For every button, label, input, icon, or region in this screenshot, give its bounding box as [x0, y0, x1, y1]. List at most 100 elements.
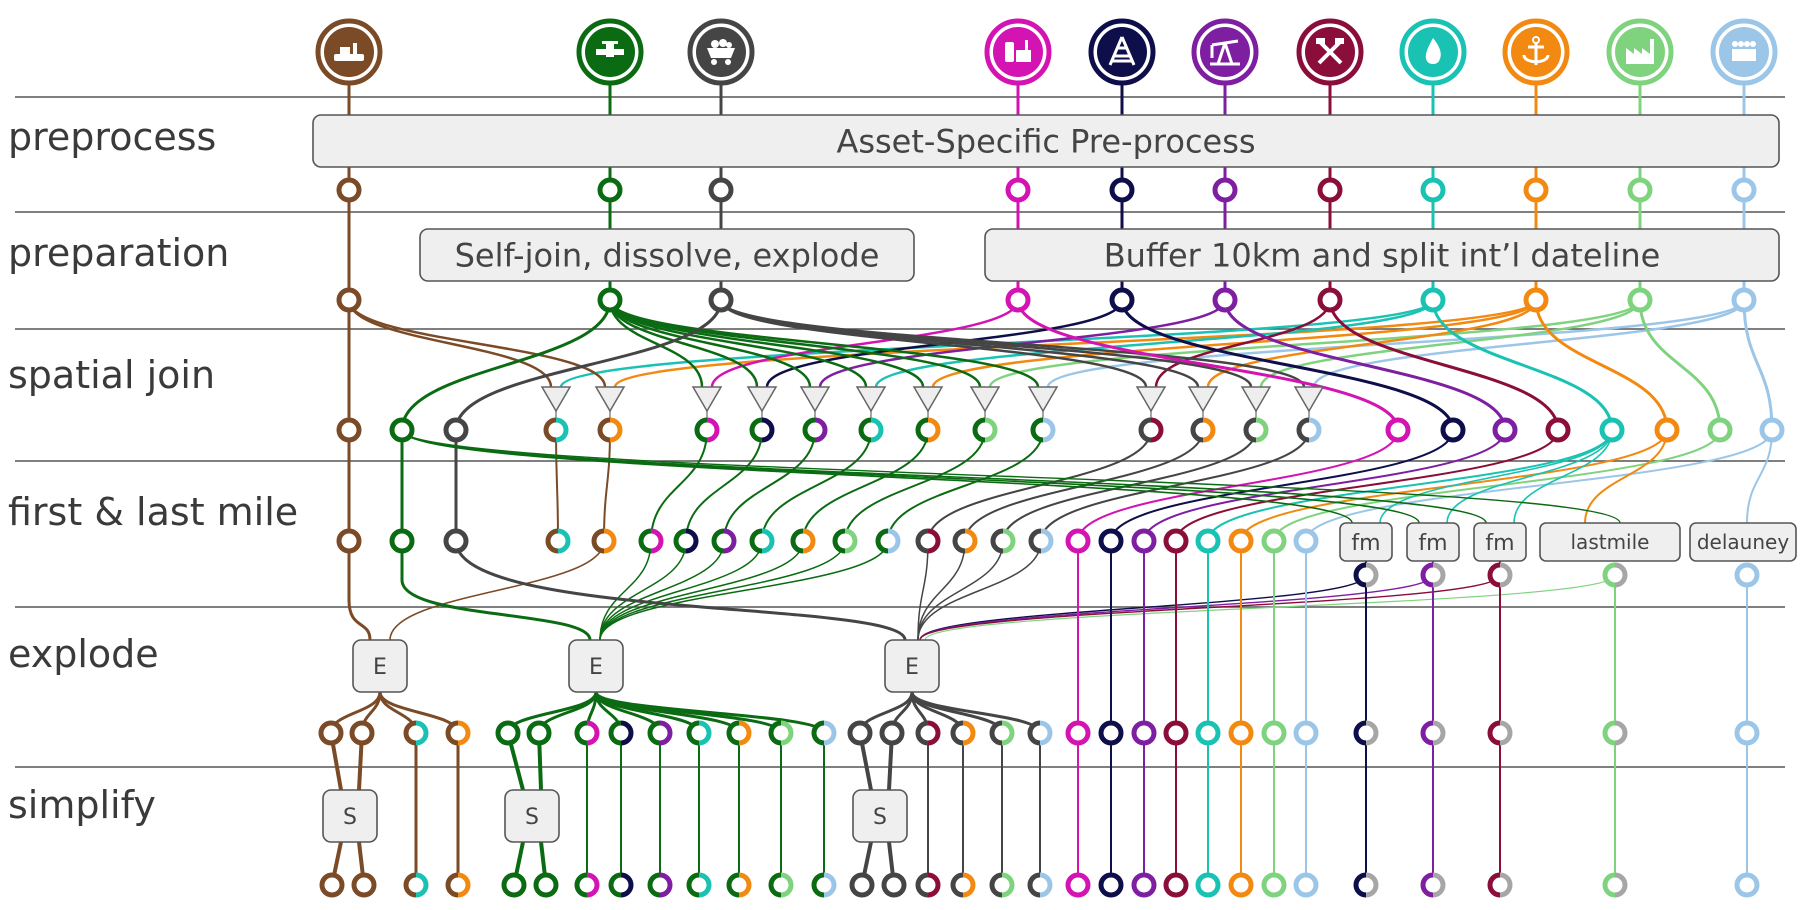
- data-node: [1420, 872, 1446, 898]
- connector: [599, 540, 725, 641]
- data-node: [1195, 872, 1221, 898]
- connector: [1379, 429, 1613, 524]
- connector: [1534, 298, 1669, 432]
- data-node: [768, 720, 794, 746]
- data-node: [915, 720, 941, 746]
- fm-box-label: fm: [1418, 531, 1447, 556]
- connector: [1328, 298, 1560, 432]
- connector: [1312, 298, 1746, 389]
- data-node: [1731, 287, 1757, 313]
- row-dividers: [15, 96, 1785, 768]
- connector: [988, 298, 1642, 389]
- connector: [931, 298, 1538, 389]
- spatial-join-triangle-icon: [746, 386, 778, 413]
- data-node: [1293, 720, 1319, 746]
- coal-cart-icon: [687, 18, 755, 86]
- explode-box: E: [568, 639, 624, 693]
- connector: [710, 298, 1020, 389]
- selfjoin-box: Self-join, dissolve, explode: [419, 228, 915, 282]
- connector: [1046, 298, 1746, 389]
- data-node: [591, 528, 617, 554]
- data-node: [673, 528, 699, 554]
- data-node: [708, 287, 734, 313]
- mining-icon: [1296, 18, 1364, 86]
- connection-lines: [329, 78, 1774, 887]
- data-node: [1212, 287, 1238, 313]
- data-node: [1228, 528, 1254, 554]
- data-node: [597, 417, 623, 443]
- data-node: [1005, 177, 1031, 203]
- row-labels: preprocess preparation spatial join first &…: [8, 115, 298, 827]
- data-node: [832, 528, 858, 554]
- buffer-box-label: Buffer 10km and split int’l dateline: [1104, 237, 1661, 275]
- data-node: [403, 872, 429, 898]
- connector: [1431, 298, 1614, 432]
- data-node: [811, 720, 837, 746]
- data-node: [574, 872, 600, 898]
- connector: [603, 429, 611, 542]
- data-node: [445, 720, 471, 746]
- data-node: [726, 872, 752, 898]
- data-node: [543, 417, 569, 443]
- oil-pump-icon: [1191, 18, 1259, 86]
- fm-box-label: fm: [1485, 531, 1514, 556]
- spatial-join-triangle-icon: [1187, 386, 1219, 413]
- data-node: [443, 528, 469, 554]
- spatial-join-triangle-icon: [1027, 386, 1059, 413]
- explode-box-label: E: [373, 655, 387, 680]
- simplify-box: S: [322, 789, 378, 843]
- data-node: [533, 872, 559, 898]
- data-node: [686, 720, 712, 746]
- oil-rig-icon: [1088, 18, 1156, 86]
- data-node: [1163, 720, 1189, 746]
- row-label-simplify: simplify: [8, 783, 156, 827]
- data-node: [1602, 720, 1628, 746]
- row-label-explode: explode: [8, 632, 159, 676]
- data-node: [608, 720, 634, 746]
- connector: [555, 429, 559, 542]
- data-node: [1420, 287, 1446, 313]
- data-node: [1163, 872, 1189, 898]
- simplify-box-label: S: [525, 805, 539, 830]
- data-node: [1654, 417, 1680, 443]
- connector: [917, 540, 929, 641]
- anchor-icon: [1502, 18, 1570, 86]
- connector: [400, 298, 612, 432]
- spatial-join-triangle-icon: [594, 386, 626, 413]
- data-node: [726, 720, 752, 746]
- data-node: [1317, 177, 1343, 203]
- connector: [844, 429, 986, 542]
- data-node: [1627, 287, 1653, 313]
- data-node: [1731, 177, 1757, 203]
- asset-icons: [315, 18, 1778, 86]
- data-node: [915, 528, 941, 554]
- data-node: [349, 720, 375, 746]
- spatial-join-triangle-icon: [691, 386, 723, 413]
- connector: [919, 574, 1501, 641]
- data-node: [1109, 177, 1135, 203]
- data-node: [1195, 720, 1221, 746]
- spatial-join-triangle-icon: [799, 386, 831, 413]
- preprocess-box: Asset-Specific Pre-process: [312, 114, 1780, 168]
- connector: [347, 539, 372, 642]
- connector: [608, 298, 812, 389]
- connector: [924, 574, 1616, 641]
- data-node: [1523, 287, 1549, 313]
- spatial-join-triangle-icon: [855, 386, 887, 413]
- lastmile-box: lastmile: [1539, 522, 1681, 562]
- data-node: [318, 720, 344, 746]
- connector: [599, 540, 889, 641]
- data-node: [1098, 528, 1124, 554]
- connector: [599, 540, 687, 641]
- connector: [723, 429, 816, 542]
- data-node: [1065, 528, 1091, 554]
- data-node: [950, 872, 976, 898]
- data-node: [950, 720, 976, 746]
- data-node: [1296, 417, 1322, 443]
- connector: [719, 298, 1306, 389]
- data-node: [1195, 528, 1221, 554]
- spatial-join-triangle-icon: [1240, 386, 1272, 413]
- data-node: [749, 417, 775, 443]
- refinery-icon: [984, 18, 1052, 86]
